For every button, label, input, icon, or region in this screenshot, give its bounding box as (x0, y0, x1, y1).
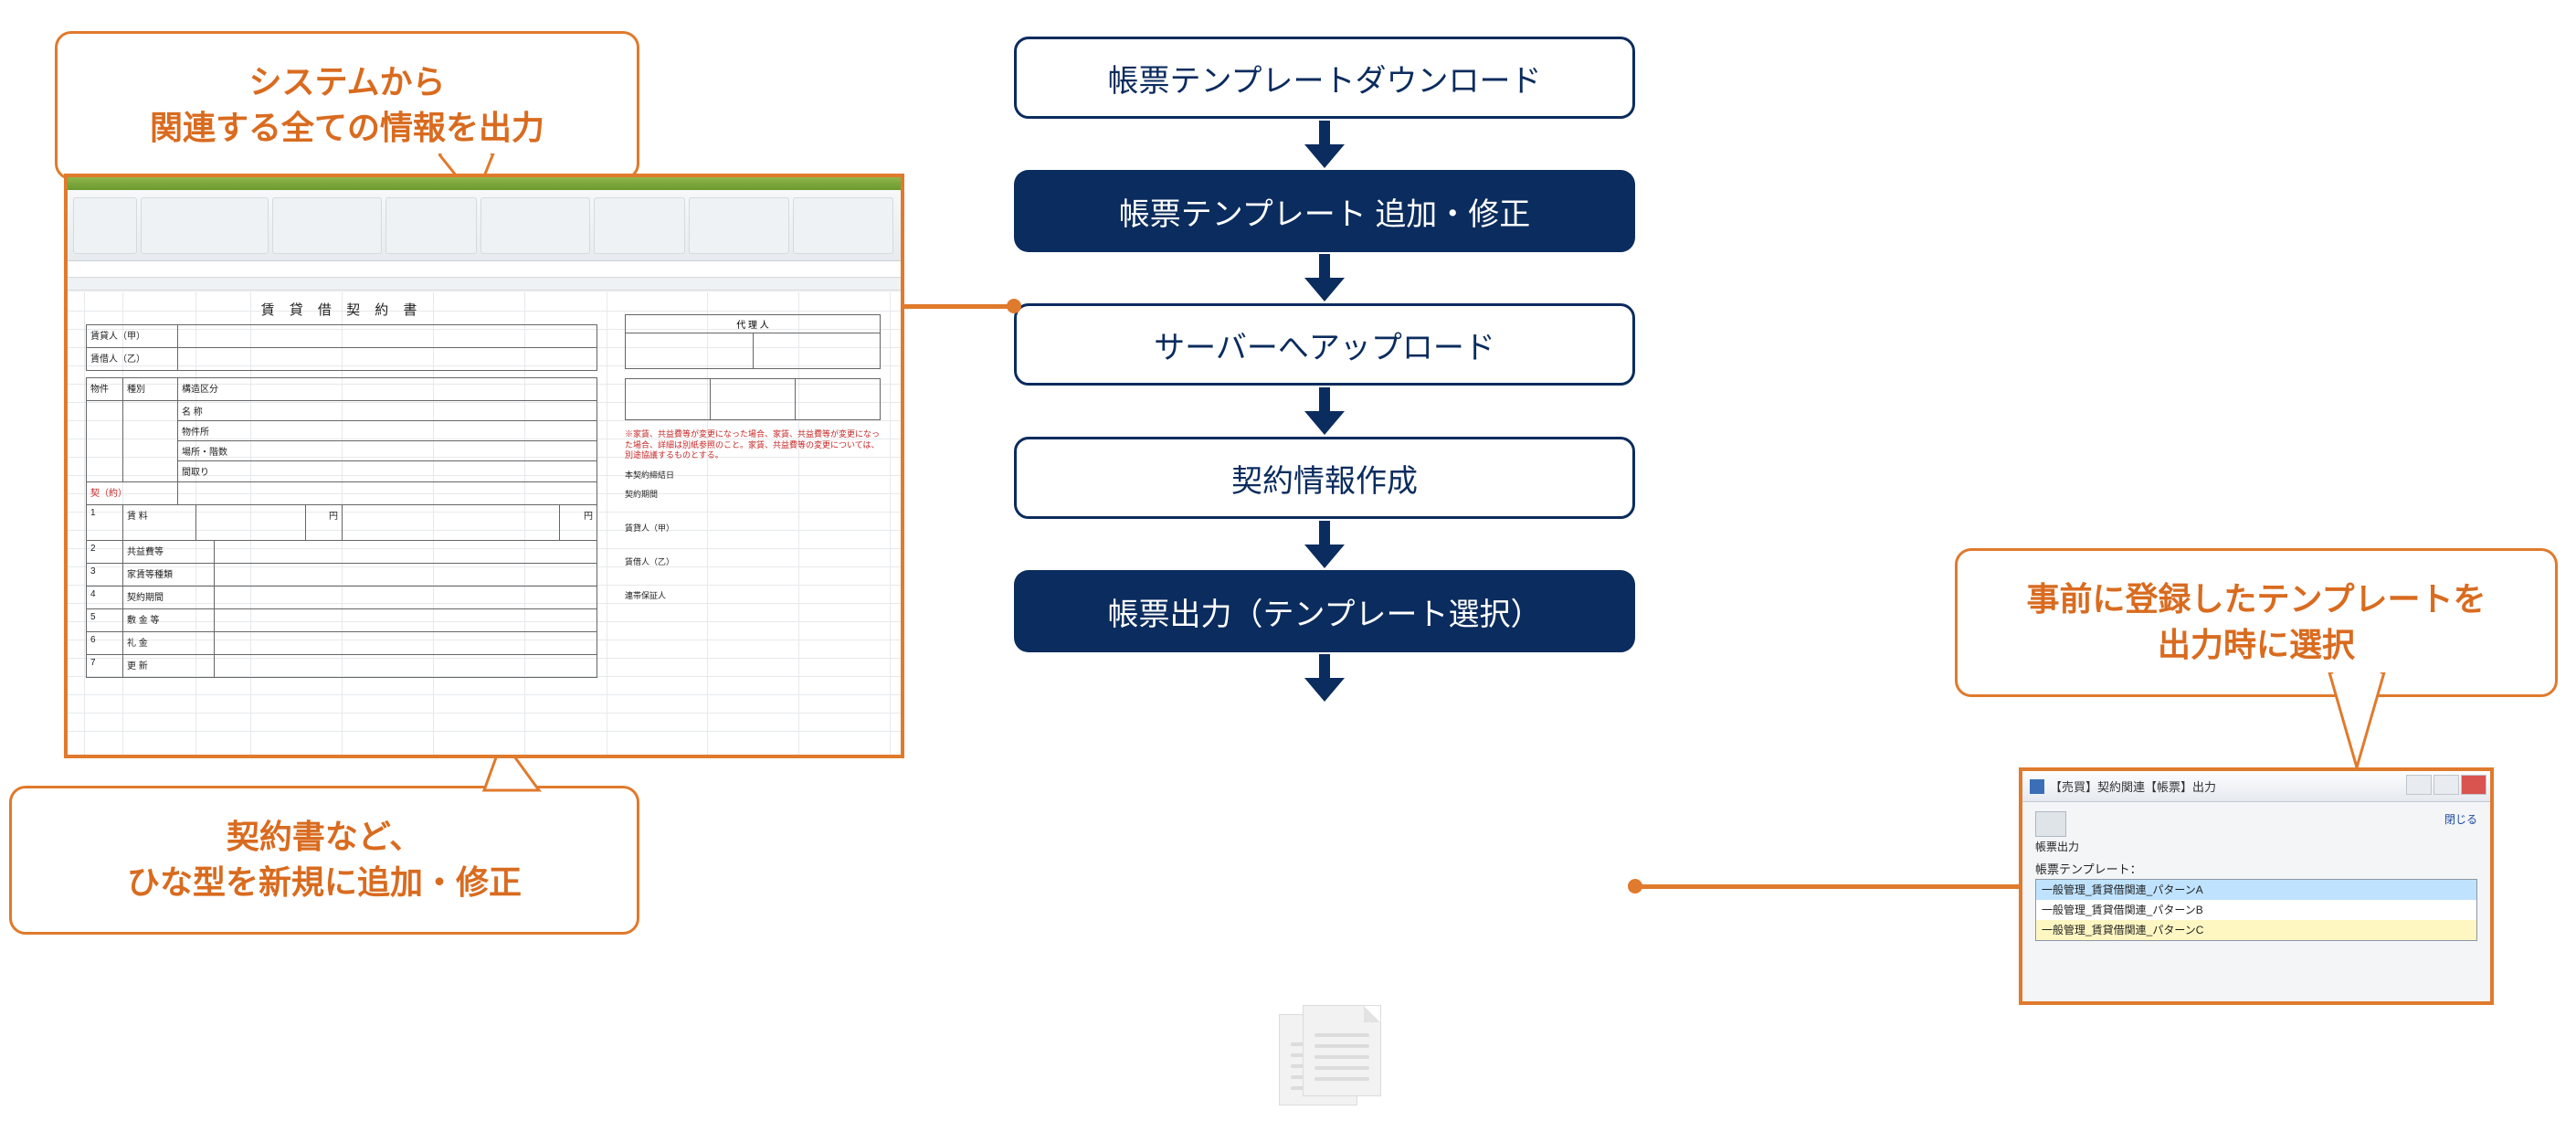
dropdown-option[interactable]: 一般管理_賃貸借関連_パターンC (2036, 920, 2476, 940)
callout-line: 出力時に選択 (1994, 622, 2518, 668)
form-label: 賃借人（乙） (87, 348, 178, 370)
flow-step-label: 帳票出力（テンプレート選択） (1108, 589, 1542, 634)
dialog-close-link[interactable]: 閉じる (2444, 811, 2477, 827)
window-buttons (2406, 775, 2486, 795)
dialog-body: 帳票出力 閉じる 帳票テンプレート： 一般管理_賃貸借関連_パターンA 一般管理… (2022, 802, 2490, 950)
flow-step-output: 帳票出力（テンプレート選択） (1014, 570, 1635, 652)
contract-title: 賃 貸 借 契 約 書 (86, 300, 597, 319)
connector-dot (1628, 879, 1642, 894)
excel-formula-bar (68, 261, 901, 278)
unit-label: 円 (306, 505, 343, 540)
list-label: 帳票テンプレート： (2035, 860, 2477, 877)
form-label: 場所・階数 (178, 441, 596, 461)
flow-step-label: 帳票テンプレート 追加・修正 (1119, 189, 1530, 234)
flow-arrow (1304, 119, 1345, 170)
close-button[interactable] (2461, 775, 2486, 795)
form-label: 物件所 (178, 421, 596, 441)
callout-line: システムから (94, 59, 600, 105)
flow-step-create: 契約情報作成 (1014, 437, 1635, 519)
stamp-label: 代 理 人 (626, 315, 880, 333)
callout-tail (2320, 672, 2393, 773)
flow-step-upload: サーバーへアップロード (1014, 303, 1635, 386)
flow-step-label: サーバーへアップロード (1154, 323, 1495, 367)
minimize-button[interactable] (2406, 775, 2432, 795)
form-label: 物件 (87, 378, 123, 400)
unit-label: 円 (560, 505, 596, 540)
form-label: 名 称 (178, 401, 596, 421)
dialog-section: 帳票出力 (2035, 839, 2477, 854)
contract-form-right: 代 理 人 ※家賃、共益費等が変更になった場合、家賃、共益費等が変更になった場合… (625, 314, 881, 601)
form-label: 本契約締結日 (625, 469, 881, 481)
form-label: 構造区分 (178, 378, 596, 400)
flow-arrow (1304, 252, 1345, 303)
flow-step-label: 帳票テンプレートダウンロード (1108, 56, 1542, 100)
contract-form-left: 賃 貸 借 契 約 書 賃貸人（甲） 賃借人（乙） 物件種別構造区分 名 称 物… (86, 300, 597, 677)
maximize-button[interactable] (2433, 775, 2459, 795)
dropdown-option[interactable]: 一般管理_賃貸借関連_パターンA (2036, 880, 2476, 900)
excel-column-header (68, 278, 901, 291)
callout-line: 契約書など、 (48, 814, 600, 860)
document-stack-icon (1279, 1005, 1388, 1105)
form-label: 種別 (123, 378, 178, 400)
template-dropdown[interactable]: 一般管理_賃貸借関連_パターンA 一般管理_賃貸借関連_パターンB 一般管理_賃… (2035, 879, 2477, 941)
flow-column: 帳票テンプレートダウンロード 帳票テンプレート 追加・修正 サーバーへアップロー… (1005, 37, 1644, 703)
stamp-box: 代 理 人 (625, 314, 881, 369)
print-icon[interactable] (2035, 811, 2066, 837)
callout-line: 事前に登録したテンプレートを (1994, 576, 2518, 622)
connector-line (1635, 884, 2022, 889)
template-select-dialog: 【売買】契約関連【帳票】出力 帳票出力 閉じる 帳票テンプレート： 一般管理_賃… (2019, 767, 2494, 1005)
callout-line: 関連する全ての情報を出力 (94, 105, 600, 151)
excel-titlebar (68, 177, 901, 190)
callout-system-output: システムから 関連する全ての情報を出力 (55, 31, 639, 180)
form-label: 契約期間 (625, 488, 881, 500)
form-label: 契（約） (87, 482, 178, 504)
stamp-box (625, 378, 881, 420)
form-label: 賃貸人（甲） (625, 522, 881, 534)
app-icon (2030, 779, 2044, 794)
flow-arrow (1304, 652, 1345, 703)
excel-sheet: 賃 貸 借 契 約 書 賃貸人（甲） 賃借人（乙） 物件種別構造区分 名 称 物… (68, 292, 901, 755)
callout-select-template: 事前に登録したテンプレートを 出力時に選択 (1955, 548, 2558, 697)
dropdown-option[interactable]: 一般管理_賃貸借関連_パターンB (2036, 900, 2476, 920)
flow-arrow (1304, 386, 1345, 437)
dialog-title: 【売買】契約関連【帳票】出力 (2050, 777, 2216, 795)
flow-step-download: 帳票テンプレートダウンロード (1014, 37, 1635, 119)
flow-step-label: 契約情報作成 (1231, 456, 1418, 501)
dialog-titlebar: 【売買】契約関連【帳票】出力 (2022, 771, 2490, 802)
excel-ribbon (68, 190, 901, 261)
connector-dot (1007, 299, 1021, 313)
connector-line (904, 304, 1014, 309)
form-label: 連帯保証人 (625, 589, 881, 601)
callout-line: ひな型を新規に追加・修正 (48, 860, 600, 905)
flow-arrow (1304, 519, 1345, 570)
form-label: 間取り (178, 461, 596, 481)
form-label: 賃貸人（甲） (87, 325, 178, 347)
flow-step-edit: 帳票テンプレート 追加・修正 (1014, 170, 1635, 252)
excel-screenshot: 賃 貸 借 契 約 書 賃貸人（甲） 賃借人（乙） 物件種別構造区分 名 称 物… (64, 174, 904, 758)
red-note: ※家賃、共益費等が変更になった場合、家賃、共益費等が変更になった場合、詳細は別紙… (625, 429, 881, 461)
callout-template-edit: 契約書など、 ひな型を新規に追加・修正 (9, 786, 639, 935)
form-label: 賃借人（乙） (625, 555, 881, 567)
